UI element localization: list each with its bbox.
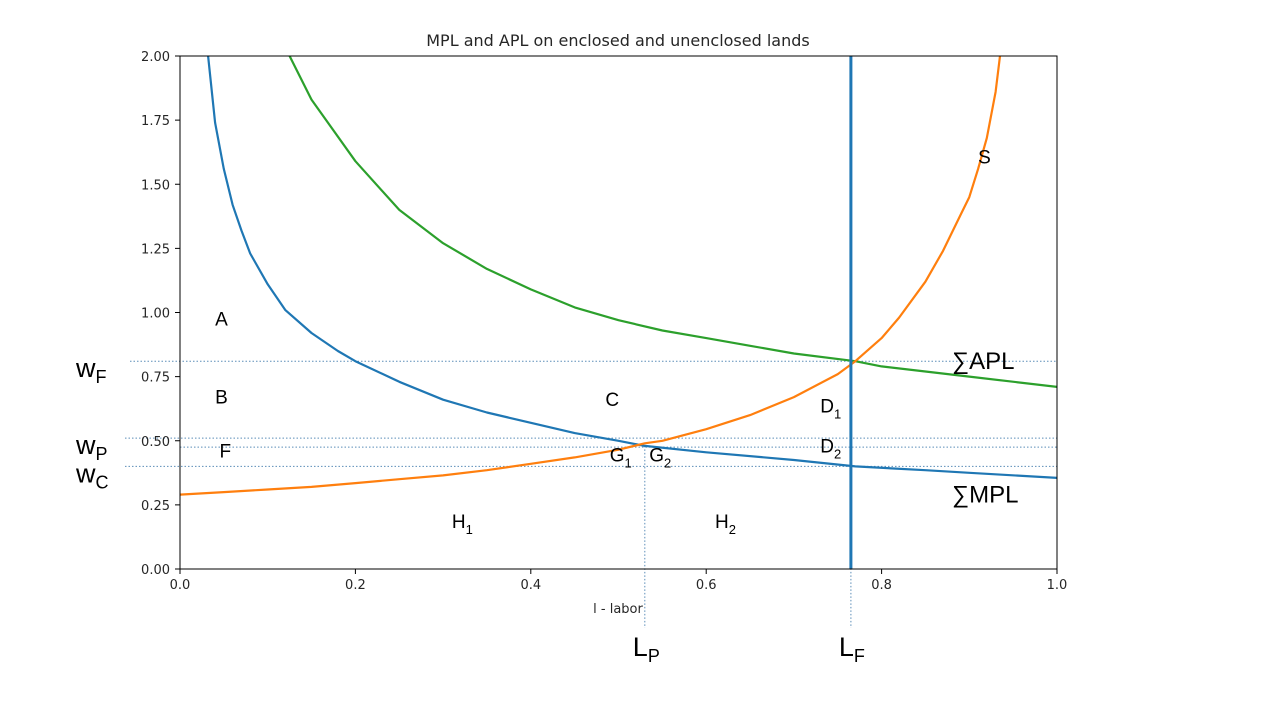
labor-label-f: LF <box>839 632 865 666</box>
x-axis-label: l - labor <box>593 602 643 617</box>
y-tick-label: 1.25 <box>141 242 170 257</box>
y-tick-label: 2.00 <box>141 50 170 65</box>
y-tick-label: 0.50 <box>141 435 170 450</box>
series-s-line <box>180 56 1002 496</box>
series-apl-line <box>288 56 1057 388</box>
plot-area: 0.0 0.2 0.4 0.6 0.8 1.0 0.00 0.25 0.50 0.75 1.00 1.… <box>75 50 1067 666</box>
annotation-h1: H1 <box>452 512 473 537</box>
annotation-f: F <box>219 441 231 462</box>
annotation-g2: G2 <box>649 445 671 470</box>
annotation-s: S <box>978 148 991 169</box>
y-tick-label: 0.75 <box>141 371 170 386</box>
annotation-d2: D2 <box>820 436 841 461</box>
chart-title: MPL and APL on enclosed and unenclosed l… <box>426 31 809 50</box>
x-tick-label: 0.8 <box>871 578 892 593</box>
x-tick-label: 1.0 <box>1047 578 1068 593</box>
annotation-d1: D1 <box>820 397 841 422</box>
y-tick-label: 1.00 <box>141 307 170 322</box>
y-tick-label: 0.00 <box>141 563 170 578</box>
wage-label-f: wF <box>75 353 107 387</box>
curve-label-mpl: ∑MPL <box>952 482 1018 509</box>
annotation-a: A <box>215 309 228 330</box>
wage-label-p: wP <box>75 430 108 464</box>
y-tick-label: 1.50 <box>141 178 170 193</box>
curve-label-apl: ∑APL <box>952 348 1014 375</box>
annotation-b: B <box>215 388 228 409</box>
y-tick-label: 1.75 <box>141 114 170 129</box>
annotation-g1: G1 <box>610 445 632 470</box>
x-tick-label: 0.0 <box>170 578 191 593</box>
x-tick-label: 0.4 <box>520 578 541 593</box>
y-tick-label: 0.25 <box>141 499 170 514</box>
wage-label-c: wC <box>75 458 109 492</box>
labor-label-p: LP <box>633 632 660 666</box>
x-tick-label: 0.2 <box>345 578 366 593</box>
series-mpl-line <box>207 56 1057 479</box>
x-tick-label: 0.6 <box>696 578 717 593</box>
annotation-c: C <box>605 390 619 411</box>
annotation-h2: H2 <box>715 512 736 537</box>
